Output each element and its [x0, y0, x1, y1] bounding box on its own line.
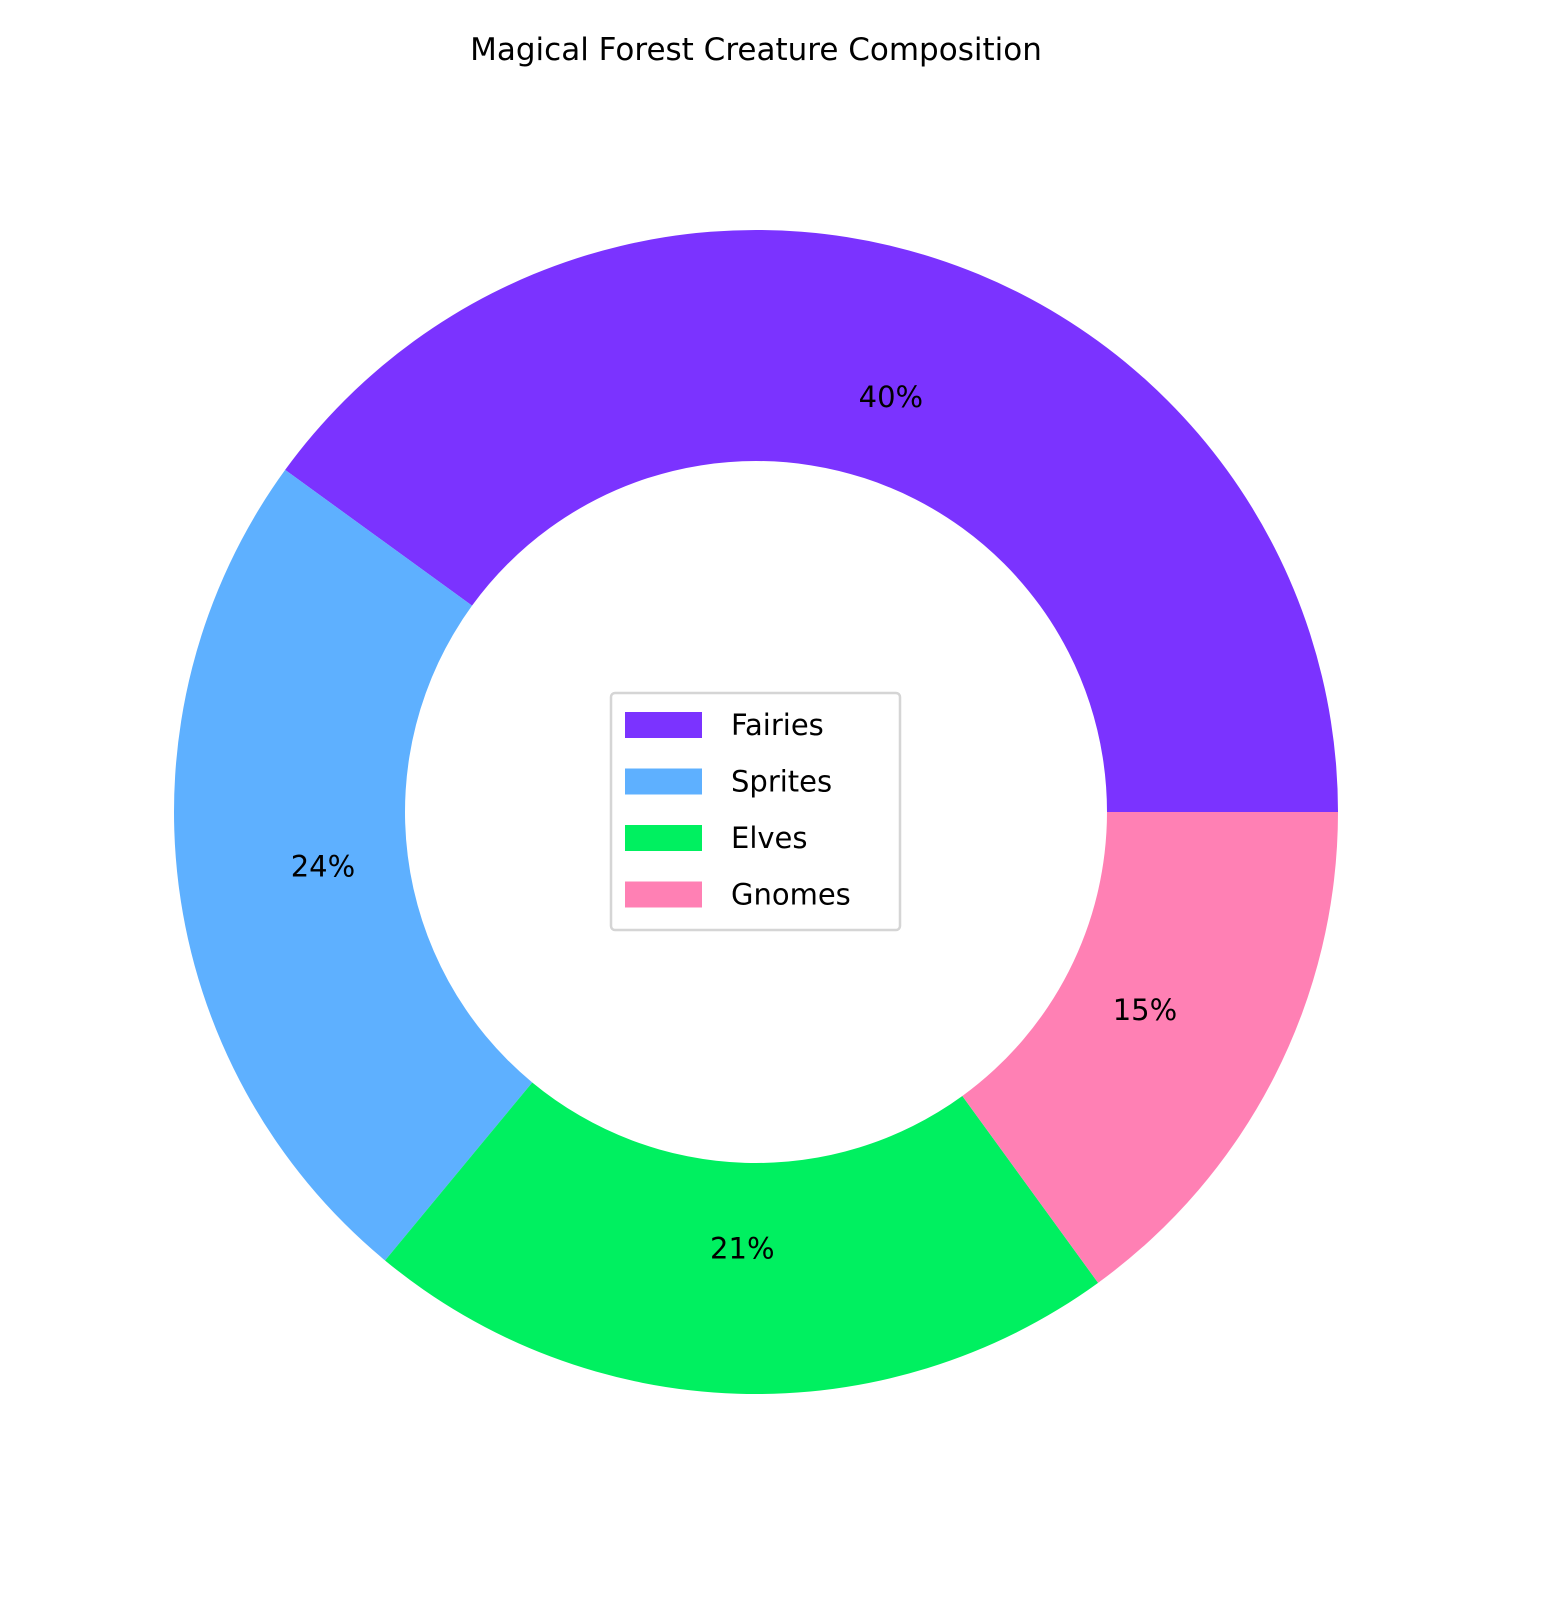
slice-fairies: [285, 230, 1338, 812]
legend-label-gnomes: Gnomes: [731, 878, 851, 912]
pct-label-sprites: 24%: [291, 850, 355, 884]
legend-swatch-elves: [625, 825, 702, 851]
slice-gnomes: [962, 812, 1338, 1283]
legend-label-elves: Elves: [731, 821, 808, 855]
legend-swatch-fairies: [625, 712, 702, 738]
legend-label-sprites: Sprites: [731, 765, 832, 799]
pct-label-gnomes: 15%: [1113, 993, 1177, 1027]
legend-frame: [609, 691, 902, 932]
legend-label-fairies: Fairies: [731, 708, 824, 742]
pct-label-fairies: 40%: [859, 380, 923, 414]
pct-label-elves: 21%: [710, 1231, 774, 1265]
legend-swatch-gnomes: [625, 881, 702, 908]
slice-sprites: [173, 469, 533, 1261]
legend: Fairies Sprites Elves Gnomes: [609, 691, 902, 932]
slice-elves: [385, 1082, 1099, 1395]
legend-swatch-sprites: [625, 768, 702, 795]
chart-title: Magical Forest Creature Composition: [470, 32, 1042, 68]
